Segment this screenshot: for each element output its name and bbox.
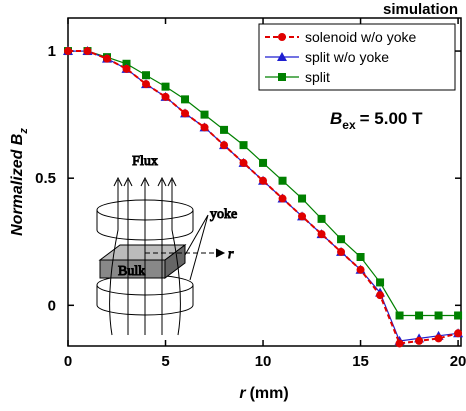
marker: [239, 141, 248, 150]
annotation-subscript: ex: [342, 118, 356, 132]
marker: [337, 235, 346, 244]
marker: [434, 311, 443, 320]
legend-label: split: [305, 69, 330, 85]
bulk-label: Bulk: [118, 264, 145, 279]
marker: [161, 92, 170, 101]
legend-label: solenoid w/o yoke: [305, 29, 417, 45]
marker: [356, 265, 365, 274]
marker: [122, 64, 131, 73]
y-label-subscript: z: [18, 128, 30, 135]
marker: [220, 141, 229, 150]
marker: [277, 52, 287, 61]
marker: [395, 339, 404, 348]
marker: [395, 311, 404, 320]
marker: [122, 59, 131, 68]
plot-frame: [67, 17, 462, 347]
flux-lines: [109, 180, 181, 336]
y-tick-label: 1: [48, 43, 56, 60]
marker: [200, 123, 209, 132]
marker: [142, 80, 151, 89]
y-axis-label: Normalized Bz: [9, 128, 30, 236]
series-line: [68, 50, 459, 345]
marker: [376, 291, 385, 300]
marker: [200, 110, 209, 119]
marker: [337, 247, 346, 256]
series-line: [68, 50, 459, 342]
x-tick-label: 10: [255, 353, 272, 370]
inset-diagram: Flux yoke Bulk r: [96, 154, 238, 336]
r-arrow: [215, 248, 226, 258]
legend-label: split w/o yoke: [305, 49, 389, 65]
x-tick-label: 0: [64, 353, 72, 370]
annotation-text: = 5.00 T: [360, 109, 423, 128]
marker: [356, 253, 365, 262]
marker: [278, 33, 286, 41]
marker: [161, 82, 170, 91]
x-tick-label: 20: [450, 353, 466, 370]
marker: [220, 125, 229, 134]
marker: [103, 54, 112, 63]
marker: [454, 311, 463, 320]
x-label-text: (mm): [250, 385, 289, 402]
marker: [181, 95, 190, 104]
marker: [142, 71, 151, 80]
y-label-text: Normalized B: [9, 134, 26, 236]
marker: [259, 176, 268, 185]
marker: [259, 158, 268, 167]
marker: [64, 47, 72, 56]
marker: [454, 329, 463, 338]
x-tick-label: 15: [352, 353, 369, 370]
marker: [181, 109, 190, 118]
corner-label: simulation: [383, 1, 458, 18]
marker: [415, 311, 424, 320]
marker: [317, 230, 326, 239]
x-tick-label: 5: [161, 353, 169, 370]
y-tick-label: 0: [48, 297, 56, 314]
yoke-label: yoke: [210, 207, 237, 222]
field-annotation: Bex = 5.00 T: [330, 109, 423, 132]
marker: [278, 176, 287, 185]
marker: [415, 336, 424, 345]
marker: [376, 278, 385, 287]
annotation-symbol: B: [330, 109, 342, 128]
marker: [83, 47, 92, 56]
marker: [317, 214, 326, 223]
x-label-symbol: r: [239, 385, 246, 402]
yoke-pointers: [184, 214, 209, 281]
flux-arrows: [113, 176, 177, 187]
marker: [434, 334, 443, 343]
flux-label: Flux: [132, 154, 158, 169]
marker: [239, 158, 248, 167]
r-label: r: [228, 247, 234, 262]
marker: [278, 194, 287, 203]
y-tick-label: 0.5: [35, 170, 56, 187]
marker: [278, 73, 286, 81]
marker: [298, 212, 307, 221]
marker: [298, 194, 307, 203]
x-axis-label: r (mm): [239, 385, 288, 402]
